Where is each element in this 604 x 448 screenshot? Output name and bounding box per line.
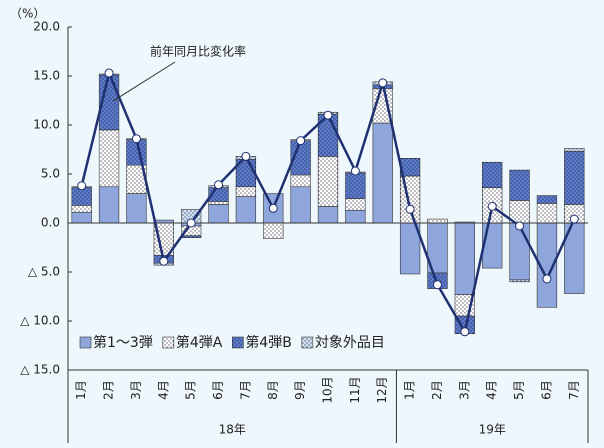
bar-segment [290,174,311,188]
y-tick-label: 15.0 [33,69,60,83]
x-tick-label: 2月 [430,380,444,400]
bar-segment [98,186,120,224]
bar-segment [71,187,92,206]
x-tick-label: 6月 [211,380,225,400]
legend-label: 第1～3弾 [93,334,153,351]
line-point [323,110,333,120]
x-tick-label: 7月 [567,380,581,400]
line-point [487,201,497,211]
bar-segment [482,161,503,189]
x-tick-label: 5月 [512,380,526,400]
bar-segment [345,198,366,211]
x-tick-label: 12月 [375,376,389,403]
legend-swatch [162,336,175,349]
x-tick-label: 1月 [403,380,417,400]
bar-segment [181,235,202,239]
annotation-leader [112,61,176,102]
line-point [104,68,114,78]
bar-segment [454,222,475,295]
y-tick-label: 10.0 [33,118,60,132]
x-tick-label: 11月 [348,376,362,403]
bar-segment [208,201,229,205]
line-point [515,221,525,231]
x-tick-label: 9月 [293,380,307,400]
x-tick-label: 3月 [129,380,143,400]
bar-segment [509,222,530,281]
line-point [542,274,552,284]
line-point [186,218,196,228]
bar-segment [482,222,503,269]
line-point [378,78,388,88]
legend-swatch [232,336,244,349]
bar-segment [290,186,311,224]
y-tick-label: 0.0 [41,216,60,230]
x-tick-label: 4月 [156,380,170,400]
bar-segment [564,148,585,152]
bar-segment [427,218,448,224]
line-point [159,256,169,266]
annotation: 前年同月比変化率 [150,44,246,59]
bar-segment [235,186,257,197]
line-point [569,214,579,224]
bar-segment [71,211,92,224]
line-point [432,280,442,290]
line-point [214,180,224,190]
y-tick-label: △ 10.0 [20,314,60,328]
group-label: 18年 [219,423,246,437]
bar-segment [235,196,257,224]
bar-segment [372,122,393,224]
line-point [241,151,251,161]
x-tick-label: 4月 [485,380,499,400]
x-tick-label: 10月 [321,376,335,403]
bar-segment [536,195,558,204]
x-tick-label: 1月 [74,380,88,400]
bar-segment [263,222,284,239]
y-tick-label: △ 5.0 [28,265,60,279]
line-point [77,181,87,191]
x-tick-label: 8月 [266,380,280,400]
x-tick-label: 3月 [457,380,471,400]
bar-segment [317,156,339,207]
bar-segment [536,203,558,224]
bar-segment [317,206,339,224]
y-unit: （%） [10,7,45,21]
bar-segment [345,172,366,199]
bar-segment [509,169,530,201]
legend-label: 第4弾A [176,334,223,351]
y-tick-label: 20.0 [33,20,60,34]
line-point [296,136,306,146]
bar-segment [564,151,585,205]
legend-swatch [301,336,314,349]
group-label: 19年 [479,423,506,437]
bar-segment [71,205,92,213]
bar-segment [98,129,120,188]
line-point [268,203,278,213]
x-tick-label: 6月 [539,380,553,400]
x-tick-label: 5月 [184,380,198,400]
legend-swatch [79,336,92,349]
y-tick-label: △ 15.0 [20,363,60,377]
legend-label: 第4弾B [245,334,292,351]
legend-label: 対象外品目 [315,335,385,351]
x-tick-label: 2月 [102,380,116,400]
bar-segment [208,204,229,224]
bar-segment [509,279,530,283]
line-point [460,327,470,337]
x-tick-label: 7月 [238,380,252,400]
y-tick-label: 5.0 [41,167,60,181]
line-point [405,204,415,214]
line-point [131,134,141,144]
bar-segment [126,193,147,224]
bar-segment [345,209,366,224]
line-point [350,166,360,176]
